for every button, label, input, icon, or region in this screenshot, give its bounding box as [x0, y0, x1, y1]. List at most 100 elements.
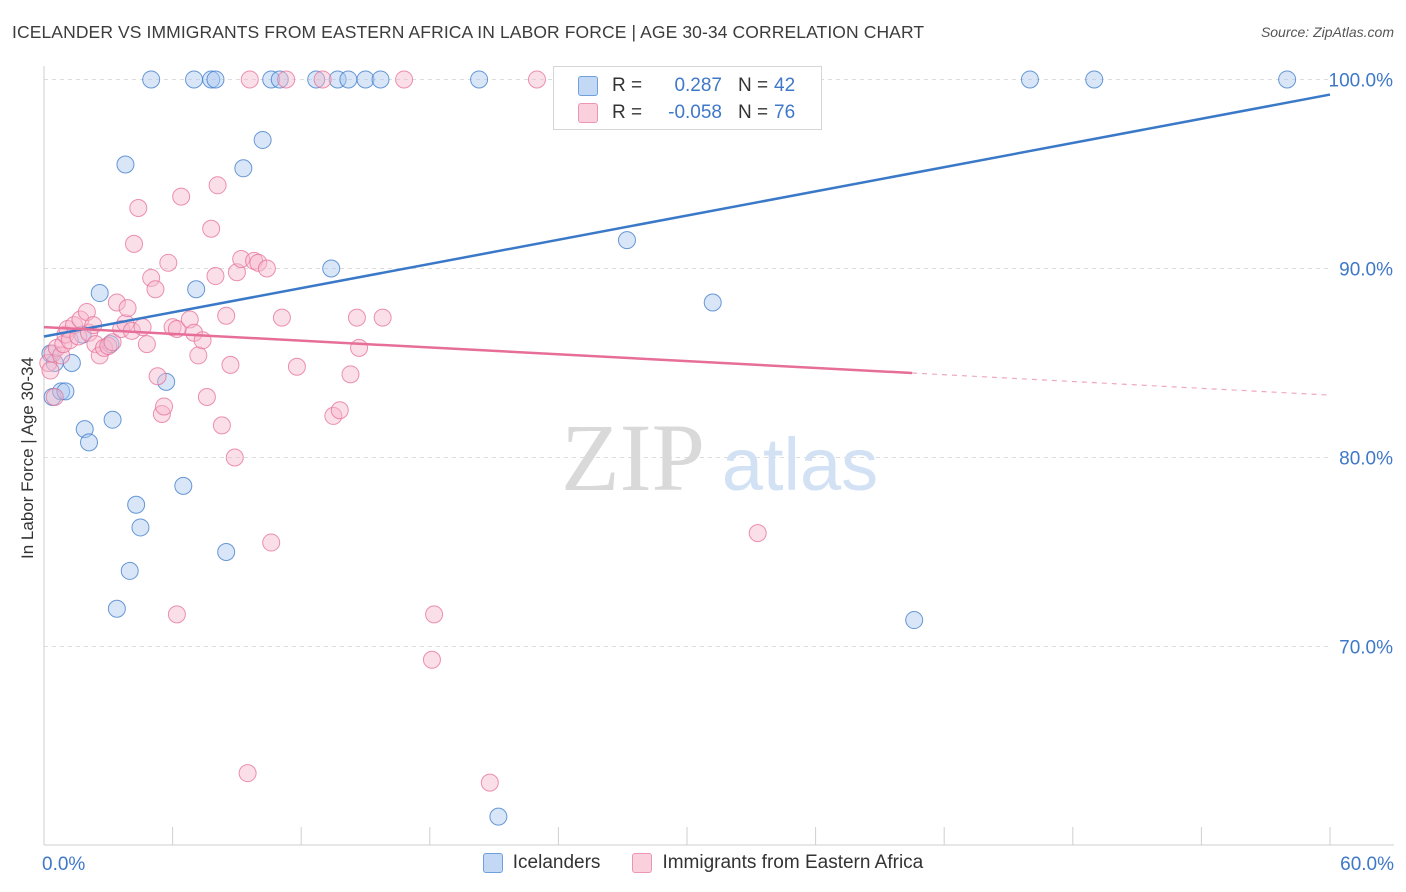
y-axis-label: In Labor Force | Age 30-34: [18, 357, 37, 559]
eastern-africa-point: [341, 365, 360, 384]
icelander-point: [62, 353, 81, 372]
icelander-point: [905, 611, 924, 630]
eastern-africa-point: [313, 70, 332, 89]
icelander-point: [187, 280, 206, 299]
trend-lines: [43, 93, 1331, 396]
icelander-point: [356, 70, 375, 89]
eastern-africa-point: [152, 405, 171, 424]
stats-legend: R = 0.287 N = 42 R = -0.058 N = 76: [553, 66, 822, 130]
icelander-point: [127, 495, 146, 514]
eastern-africa-point: [172, 187, 191, 206]
icelander-point: [56, 382, 75, 401]
series-legend: Icelanders Immigrants from Eastern Afric…: [0, 852, 1406, 874]
eastern-africa-point: [52, 346, 71, 365]
icelander-point: [107, 599, 126, 618]
eastern-africa-point: [527, 70, 546, 89]
eastern-africa-point: [262, 533, 281, 552]
n-label: N =: [738, 75, 769, 96]
watermark-zip: ZIP: [561, 404, 705, 511]
icelander-point: [131, 518, 150, 537]
icelander-point: [322, 259, 341, 278]
eastern-africa-point: [103, 333, 122, 352]
eastern-africa-point: [142, 268, 161, 287]
y-tick-label: 70.0%: [1339, 638, 1393, 659]
icelander-point: [103, 410, 122, 429]
icelander-point: [339, 70, 358, 89]
icelander-point: [1278, 70, 1297, 89]
icelander-point: [206, 70, 225, 89]
legend-item-icelanders[interactable]: Icelanders: [482, 852, 601, 874]
watermark: ZIP atlas: [561, 404, 878, 511]
eastern-africa-point: [77, 302, 96, 321]
eastern-africa-point: [148, 367, 167, 386]
trend-line-extension: [912, 372, 1331, 396]
r-label: R =: [612, 75, 643, 96]
eastern-africa-point: [425, 605, 444, 624]
icelander-trend-line: [43, 93, 1331, 338]
icelander-point: [202, 70, 221, 89]
icelander-point: [270, 70, 289, 89]
icelander-point: [328, 70, 347, 89]
eastern-africa-point: [137, 335, 156, 354]
eastern-africa-point: [129, 198, 148, 217]
icelander-point: [371, 70, 390, 89]
legend-label: Immigrants from Eastern Africa: [662, 852, 924, 873]
r-value: 0.287: [674, 75, 722, 96]
y-tick-label: 80.0%: [1339, 449, 1393, 470]
icelander-point: [217, 543, 236, 562]
r-value: -0.058: [668, 102, 722, 123]
eastern-africa-point: [422, 650, 441, 669]
icelander-point: [120, 561, 139, 580]
y-tick-label: 90.0%: [1339, 259, 1393, 280]
eastern-africa-point: [240, 70, 259, 89]
eastern-africa-point: [189, 346, 208, 365]
eastern-africa-point: [225, 448, 244, 467]
eastern-africa-point: [287, 357, 306, 376]
eastern-africa-point: [41, 361, 60, 380]
icelander-point: [185, 70, 204, 89]
icelander-point: [470, 70, 489, 89]
eastern-africa-point: [197, 388, 216, 407]
pink-swatch: [578, 103, 598, 123]
eastern-africa-point: [272, 308, 291, 327]
icelander-point: [116, 155, 135, 174]
eastern-africa-point: [257, 259, 276, 278]
icelander-point: [703, 293, 722, 312]
n-value: 76: [774, 102, 796, 123]
icelander-point: [90, 284, 109, 303]
blue-swatch: [482, 853, 503, 873]
icelander-point: [142, 70, 161, 89]
eastern-africa-point: [107, 293, 126, 312]
icelander-point: [617, 231, 636, 250]
stats-row-eastern-africa: R = -0.058 N = 76: [578, 100, 795, 126]
icelander-point: [80, 433, 99, 452]
eastern-africa-point: [373, 308, 392, 327]
icelander-point: [1085, 70, 1104, 89]
watermark-atlas: atlas: [722, 423, 878, 506]
eastern-africa-point: [45, 388, 64, 407]
eastern-africa-point: [480, 773, 499, 792]
x-tick-label: 0.0%: [42, 854, 85, 875]
eastern-africa-point: [350, 338, 369, 357]
legend-item-eastern-africa[interactable]: Immigrants from Eastern Africa: [632, 852, 923, 874]
eastern-africa-point: [146, 280, 165, 299]
chart-title: ICELANDER VS IMMIGRANTS FROM EASTERN AFR…: [12, 22, 925, 42]
eastern-africa-point: [206, 267, 225, 286]
axis-labels: In Labor Force | Age 30-34 70.0% 80.0% 90.…: [18, 70, 1394, 875]
eastern-africa-trend-line: [43, 325, 913, 375]
eastern-africa-point: [347, 308, 366, 327]
icelander-point: [489, 807, 508, 826]
legend-label: Icelanders: [512, 852, 601, 873]
n-label: N =: [738, 102, 769, 123]
eastern-africa-point: [330, 401, 349, 420]
stats-row-icelanders: R = 0.287 N = 42: [578, 73, 795, 99]
r-label: R =: [612, 102, 643, 123]
eastern-africa-point: [212, 416, 231, 435]
eastern-africa-point: [748, 524, 767, 543]
icelander-point: [234, 159, 253, 178]
eastern-africa-point: [395, 70, 414, 89]
eastern-africa-point: [125, 234, 144, 253]
eastern-africa-point: [202, 219, 221, 238]
axes: [43, 66, 1394, 846]
